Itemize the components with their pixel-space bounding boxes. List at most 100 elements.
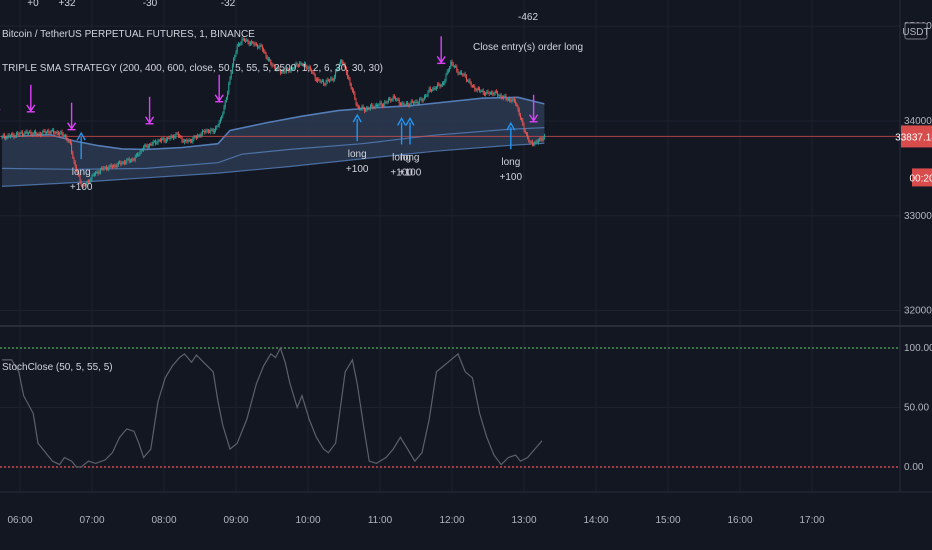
candle-body bbox=[177, 133, 179, 137]
candle-body bbox=[381, 104, 383, 107]
short-marker-head-icon bbox=[214, 94, 224, 102]
currency-badge[interactable]: USDT bbox=[902, 22, 930, 40]
candle-body bbox=[137, 153, 139, 155]
candle-body bbox=[252, 41, 254, 44]
candle-body bbox=[23, 134, 25, 136]
candle-body bbox=[37, 133, 39, 135]
candle-body bbox=[326, 79, 328, 82]
candle-body bbox=[269, 59, 271, 61]
candle-body bbox=[78, 172, 80, 177]
candle-body bbox=[374, 105, 376, 108]
candle-body bbox=[211, 129, 213, 131]
candle-body bbox=[421, 99, 423, 101]
candle-body bbox=[267, 59, 269, 61]
short-marker-head-icon bbox=[26, 104, 36, 113]
candle-body bbox=[68, 140, 70, 142]
candle-body bbox=[513, 98, 515, 102]
candle-body bbox=[391, 99, 393, 101]
close-signal-text: Close entry(s) order long bbox=[473, 42, 583, 53]
candle-body bbox=[116, 164, 118, 167]
candle-body bbox=[281, 71, 283, 73]
time-axis[interactable]: 06:00 07:00 08:00 09:00 10:00 11:00 12:00 13:00… bbox=[7, 515, 824, 526]
candle-body bbox=[361, 106, 363, 109]
candle-body bbox=[487, 91, 489, 94]
close-signal-amount: -462 bbox=[518, 12, 538, 23]
candle-body bbox=[246, 39, 248, 41]
candle-body bbox=[365, 109, 367, 111]
candle-body bbox=[371, 104, 373, 106]
candle-body bbox=[398, 99, 400, 104]
candle-body bbox=[465, 76, 467, 81]
candle-body bbox=[224, 101, 226, 108]
candle-body bbox=[153, 141, 155, 143]
candle-body bbox=[279, 70, 281, 73]
candle-body bbox=[497, 92, 499, 96]
candle-body bbox=[235, 51, 237, 56]
candle-body bbox=[500, 95, 502, 98]
candle-body bbox=[318, 79, 320, 81]
candle-body bbox=[227, 92, 229, 98]
candle-body bbox=[295, 63, 297, 66]
cut-label: -30 bbox=[143, 0, 158, 9]
candle-body bbox=[319, 79, 321, 82]
candle-body bbox=[150, 144, 152, 146]
candle-body bbox=[349, 79, 351, 84]
candle-body bbox=[397, 99, 399, 101]
candle-body bbox=[210, 129, 212, 133]
candle-body bbox=[80, 181, 82, 186]
candle-body bbox=[237, 43, 239, 47]
candle-body bbox=[86, 181, 88, 185]
candle-body bbox=[416, 101, 418, 104]
candle-body bbox=[173, 136, 175, 139]
candle-body bbox=[275, 67, 277, 70]
candle-body bbox=[359, 107, 361, 110]
candle-body bbox=[401, 103, 403, 105]
candle-body bbox=[236, 46, 238, 52]
candle-body bbox=[33, 131, 35, 134]
candle-body bbox=[377, 104, 379, 106]
candle-body bbox=[241, 39, 243, 44]
candle-body bbox=[51, 130, 53, 132]
candle-body bbox=[218, 122, 220, 126]
candle-body bbox=[343, 64, 345, 66]
candle-body bbox=[135, 153, 137, 157]
candle-body bbox=[410, 101, 412, 104]
candle-body bbox=[457, 70, 459, 74]
candle-body bbox=[396, 99, 398, 101]
long-signal-amount: +100 bbox=[500, 172, 523, 183]
candle-body bbox=[375, 104, 377, 106]
close-signal: -462 Close entry(s) order long bbox=[473, 12, 583, 53]
candle-body bbox=[191, 140, 193, 142]
long-arrow-head-icon bbox=[405, 117, 415, 126]
candle-body bbox=[330, 78, 332, 81]
candle-body bbox=[29, 131, 31, 133]
sma-fast-line bbox=[1, 96, 545, 151]
stoch-axis[interactable]: 100.00 50.00 0.00 bbox=[904, 343, 932, 473]
strategy-title[interactable]: TRIPLE SMA STRATEGY (200, 400, 600, clos… bbox=[2, 63, 383, 74]
time-tick-label: 12:00 bbox=[439, 515, 464, 526]
candle-body bbox=[282, 70, 284, 72]
candle-body bbox=[198, 135, 200, 137]
candle-body bbox=[432, 88, 434, 91]
candle-body bbox=[257, 44, 259, 48]
stoch-title[interactable]: StochClose (50, 5, 55, 5) bbox=[2, 362, 113, 373]
candle-body bbox=[479, 88, 481, 92]
candle-body bbox=[141, 149, 143, 151]
candle-body bbox=[413, 102, 415, 104]
candle-body bbox=[12, 134, 14, 136]
candle-body bbox=[458, 72, 460, 74]
candle-body bbox=[91, 175, 93, 179]
symbol-title[interactable]: Bitcoin / TetherUS PERPETUAL FUTURES, 1,… bbox=[2, 29, 255, 40]
candle-body bbox=[181, 137, 183, 141]
candle-body bbox=[32, 133, 34, 136]
candle-body bbox=[480, 91, 482, 93]
candle-body bbox=[476, 88, 478, 91]
candle-body bbox=[405, 103, 407, 105]
long-signal-label: long bbox=[348, 149, 367, 160]
candle-body bbox=[261, 45, 263, 50]
candle-body bbox=[501, 97, 503, 99]
candle-body bbox=[522, 119, 524, 125]
candle-body bbox=[389, 99, 391, 101]
candle-body bbox=[134, 156, 136, 161]
